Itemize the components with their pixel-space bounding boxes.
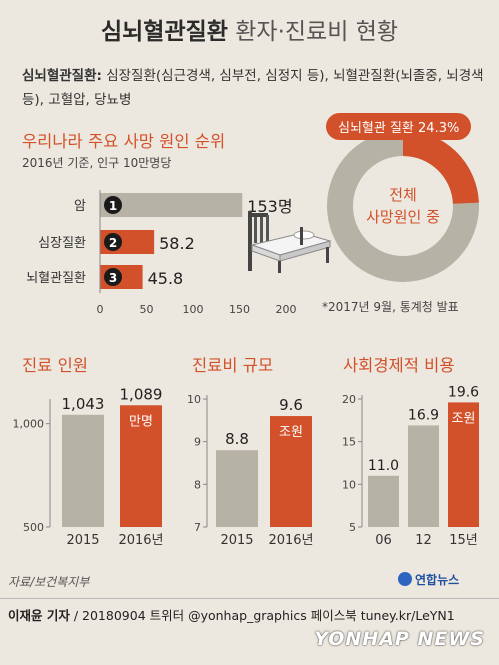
y-tick-label: 15 <box>342 436 356 449</box>
ranking-subtitle: 2016년 기준, 인구 10만명당 <box>22 156 172 170</box>
y-tick-label: 500 <box>23 521 44 534</box>
donut-center-line1: 전체 <box>389 186 417 204</box>
watermark: YONHAP NEWS <box>314 628 485 650</box>
bar <box>120 405 162 527</box>
bar-value-label: 1,043 <box>62 395 105 413</box>
definition-text: 심뇌혈관질환: 심장질환(심근경색, 심부전, 심정지 등), 뇌혈관질환(뇌졸… <box>22 64 484 112</box>
rank-number: 3 <box>109 271 117 285</box>
y-tick-label: 10 <box>342 478 356 491</box>
bar-value-label: 16.9 <box>408 407 439 423</box>
y-tick-label: 8 <box>194 478 201 491</box>
bar-value-label: 8.8 <box>225 430 249 448</box>
rank-number-badge <box>104 233 122 251</box>
x-category-label: 2015 <box>66 533 99 548</box>
x-category-label: 15년 <box>449 533 478 548</box>
bar-value-label: 9.6 <box>279 396 303 414</box>
rank-bar <box>100 193 243 217</box>
x-category-label: 06 <box>375 533 392 548</box>
socio-title: 사회경제적 비용 <box>343 356 455 375</box>
rank-number-badge <box>104 196 122 214</box>
bar <box>408 425 439 527</box>
page-title: 심뇌혈관질환 환자·진료비 현황 <box>0 12 499 46</box>
y-tick-label: 1,000 <box>13 418 45 431</box>
bar <box>270 416 312 527</box>
cost-title: 진료비 규모 <box>192 356 274 375</box>
bar <box>62 414 104 527</box>
bar <box>448 402 479 527</box>
rank-number-badge <box>104 268 122 286</box>
rank-category-label: 뇌혈관질환 <box>26 271 86 286</box>
x-category-label: 2015 <box>220 533 253 548</box>
ranking-title: 우리나라 주요 사망 원인 순위 <box>22 132 226 151</box>
donut-highlight-arc <box>402 130 479 205</box>
definition-body: 심장질환(심근경색, 심부전, 심정지 등), 뇌혈관질환(뇌졸중, 뇌경색 등… <box>22 68 484 108</box>
credit-line: 이재윤 기자 / 20180904 트위터 @yonhap_graphics 페… <box>8 605 455 624</box>
bar <box>216 450 258 527</box>
footer-bar <box>0 598 499 629</box>
rank-category-label: 심장질환 <box>38 236 86 251</box>
x-category-label: 12 <box>415 533 432 548</box>
rank-value-label: 153명 <box>247 197 292 216</box>
bar <box>368 475 399 527</box>
rank-category-label: 암 <box>74 199 86 214</box>
credit-rest: / 20180904 트위터 @yonhap_graphics 페이스북 tun… <box>69 608 455 623</box>
rank-x-tick: 200 <box>276 303 297 316</box>
source-text: 자료/보건복지부 <box>8 575 90 589</box>
bar-value-label: 1,089 <box>120 385 163 403</box>
rank-number: 1 <box>109 199 117 213</box>
x-category-label: 2016년 <box>118 533 163 548</box>
y-tick-label: 20 <box>342 393 356 406</box>
y-tick-label: 7 <box>194 521 201 534</box>
hospital-bed-icon <box>248 211 332 273</box>
donut-center-line2: 사망원인 중 <box>366 208 440 226</box>
bar-unit-label: 조원 <box>452 411 476 426</box>
donut-badge: 심뇌혈관 질환 24.3% <box>326 113 472 140</box>
bar-value-label: 11.0 <box>368 458 399 474</box>
rank-number: 2 <box>109 236 117 250</box>
rank-value-label: 45.8 <box>148 269 184 288</box>
rank-value-label: 58.2 <box>159 234 195 253</box>
rank-x-tick: 0 <box>97 303 104 316</box>
bar-value-label: 19.6 <box>448 384 479 400</box>
bar-unit-label: 조원 <box>279 425 303 440</box>
y-tick-label: 5 <box>349 521 356 534</box>
rank-x-tick: 100 <box>183 303 204 316</box>
y-tick-label: 9 <box>194 436 201 449</box>
yonhap-logo-icon <box>398 572 412 586</box>
yonhap-logo-text: 연합뉴스 <box>415 573 460 587</box>
yonhap-logo: 연합뉴스 <box>398 571 459 588</box>
title-sub: 환자·진료비 현황 <box>235 19 399 45</box>
y-tick-label: 10 <box>187 393 201 406</box>
credit-name: 이재윤 기자 <box>8 608 70 623</box>
x-category-label: 2016년 <box>268 533 313 548</box>
title-main: 심뇌혈관질환 <box>100 19 228 45</box>
rank-x-tick: 50 <box>140 303 154 316</box>
definition-label: 심뇌혈관질환: <box>22 68 102 84</box>
donut-chart: 전체 사망원인 중 <box>327 130 479 282</box>
bar-unit-label: 만명 <box>129 414 153 429</box>
donut-note: *2017년 9월, 통계청 발표 <box>322 300 459 314</box>
patients-title: 진료 인원 <box>22 356 88 375</box>
rank-x-tick: 150 <box>229 303 250 316</box>
